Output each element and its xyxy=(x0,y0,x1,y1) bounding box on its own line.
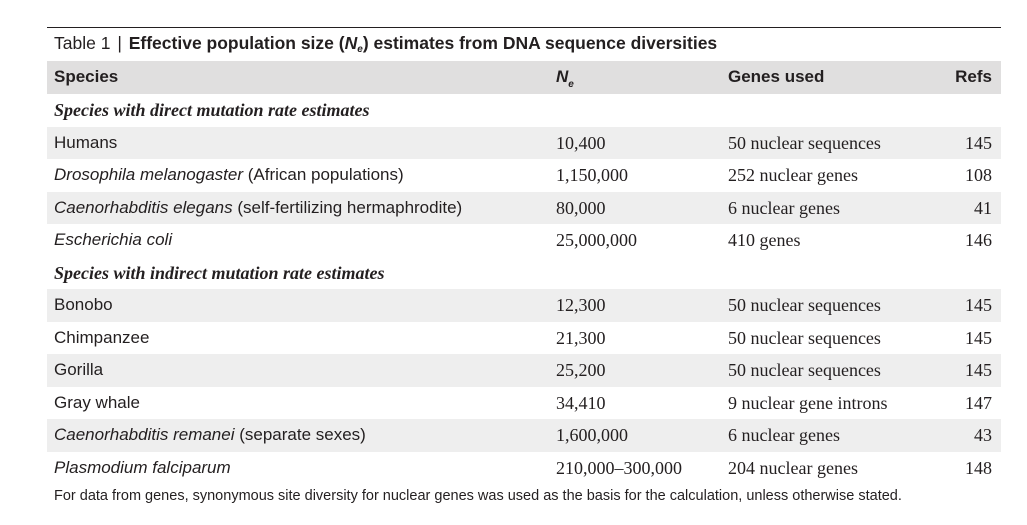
cell-refs: 145 xyxy=(965,132,992,153)
species-italic-name: Caenorhabditis elegans xyxy=(54,197,233,217)
data-table: Species Ne Genes used Refs Species with … xyxy=(47,61,1001,484)
cell-species: Plasmodium falciparum xyxy=(54,452,231,484)
cell-ne: 21,300 xyxy=(556,327,606,348)
section-header-row: Species with direct mutation rate estima… xyxy=(47,94,1001,127)
cell-species: Bonobo xyxy=(54,289,113,321)
cell-ne: 25,000,000 xyxy=(556,230,637,250)
section-header-row: Species with indirect mutation rate esti… xyxy=(47,256,1001,289)
cell-ne: 80,000 xyxy=(556,197,606,218)
cell-refs: 145 xyxy=(965,327,992,348)
cell-ne: 10,400 xyxy=(556,132,606,153)
cell-refs: 145 xyxy=(965,295,992,315)
cell-species: Chimpanzee xyxy=(54,322,149,354)
cell-refs: 145 xyxy=(965,360,992,380)
cell-ne: 12,300 xyxy=(556,295,606,315)
cell-refs: 43 xyxy=(974,425,992,445)
cell-genes-used: 252 nuclear genes xyxy=(728,165,858,185)
table-row: Chimpanzee 21,300 50 nuclear sequences 145 xyxy=(47,322,1001,355)
cell-refs: 41 xyxy=(974,197,992,218)
caption-separator: | xyxy=(117,33,122,53)
species-plain-text: Gray whale xyxy=(54,392,140,412)
species-plain-text: Chimpanzee xyxy=(54,327,150,347)
header-ne: Ne xyxy=(556,61,574,101)
cell-genes-used: 50 nuclear sequences xyxy=(728,295,881,315)
species-italic-name: Escherichia coli xyxy=(54,230,173,249)
table-caption: Table 1 | Effective population size (Ne)… xyxy=(54,32,717,61)
table-footnote: For data from genes, synonymous site div… xyxy=(54,488,902,504)
cell-species: Gorilla xyxy=(54,354,103,386)
title-text-pre: Effective population size ( xyxy=(128,33,345,53)
cell-ne: 34,410 xyxy=(556,392,606,413)
cell-genes-used: 50 nuclear sequences xyxy=(728,132,881,153)
species-italic-name: Plasmodium falciparum xyxy=(54,457,231,477)
table-row: Gray whale 34,410 9 nuclear gene introns 14… xyxy=(47,387,1001,420)
cell-ne: 1,600,000 xyxy=(556,425,628,445)
header-ne-variable: N xyxy=(556,67,569,86)
cell-species: Humans xyxy=(54,127,117,159)
table-row: Bonobo 12,300 50 nuclear sequences 145 xyxy=(47,289,1001,322)
top-rule xyxy=(47,27,1001,28)
title-subscript: e xyxy=(357,44,363,55)
cell-refs: 108 xyxy=(965,165,992,185)
species-italic-name: Drosophila melanogaster xyxy=(54,165,243,184)
cell-genes-used: 50 nuclear sequences xyxy=(728,360,881,380)
title-variable: N xyxy=(344,33,358,53)
cell-refs: 148 xyxy=(965,457,992,478)
species-plain-text: Humans xyxy=(54,132,118,152)
header-refs: Refs xyxy=(955,67,992,86)
cell-ne: 210,000–300,000 xyxy=(556,457,682,478)
header-species: Species xyxy=(54,67,119,86)
cell-ne: 1,150,000 xyxy=(556,165,628,185)
table-row: Gorilla 25,200 50 nuclear sequences 145 xyxy=(47,354,1001,387)
cell-genes-used: 6 nuclear genes xyxy=(728,425,840,445)
table-row: Caenorhabditis elegans (self-fertilizing… xyxy=(47,191,1001,224)
species-plain-text: (African populations) xyxy=(243,165,404,184)
table-body: Species with direct mutation rate estima… xyxy=(47,94,1001,484)
table-number: Table 1 xyxy=(54,33,111,53)
cell-genes-used: 50 nuclear sequences xyxy=(728,327,881,348)
section-title: Species with direct mutation rate estima… xyxy=(54,100,370,120)
section-title: Species with indirect mutation rate esti… xyxy=(54,262,385,283)
cell-refs: 147 xyxy=(965,392,992,413)
cell-genes-used: 410 genes xyxy=(728,230,801,250)
cell-species: Drosophila melanogaster (African populat… xyxy=(54,159,404,191)
table-row: Humans 10,400 50 nuclear sequences 145 xyxy=(47,126,1001,159)
cell-species: Caenorhabditis remanei (separate sexes) xyxy=(54,419,366,451)
table-row: Escherichia coli 25,000,000 410 genes 146 xyxy=(47,224,1001,257)
cell-genes-used: 204 nuclear genes xyxy=(728,457,858,478)
cell-species: Caenorhabditis elegans (self-fertilizing… xyxy=(54,192,462,224)
table-row: Plasmodium falciparum 210,000–300,000 204 … xyxy=(47,452,1001,485)
species-plain-text: Bonobo xyxy=(54,295,113,314)
cell-species: Gray whale xyxy=(54,387,140,419)
species-plain-text: (self-fertilizing hermaphrodite) xyxy=(232,197,463,217)
table-row: Drosophila melanogaster (African populat… xyxy=(47,159,1001,192)
species-italic-name: Caenorhabditis remanei xyxy=(54,425,235,444)
header-genes-used: Genes used xyxy=(728,67,825,86)
table-title: Effective population size (Ne) estimates… xyxy=(128,33,718,55)
cell-ne: 25,200 xyxy=(556,360,606,380)
cell-species: Escherichia coli xyxy=(54,224,172,256)
species-plain-text: Gorilla xyxy=(54,360,104,379)
cell-refs: 146 xyxy=(965,230,992,250)
cell-genes-used: 9 nuclear gene introns xyxy=(728,392,888,413)
cell-genes-used: 6 nuclear genes xyxy=(728,197,840,218)
species-plain-text: (separate sexes) xyxy=(234,425,366,444)
header-ne-subscript: e xyxy=(568,79,574,90)
table-row: Caenorhabditis remanei (separate sexes) 1… xyxy=(47,419,1001,452)
table-header-row: Species Ne Genes used Refs xyxy=(47,61,1001,94)
title-text-post: ) estimates from DNA sequence diversitie… xyxy=(362,33,718,53)
